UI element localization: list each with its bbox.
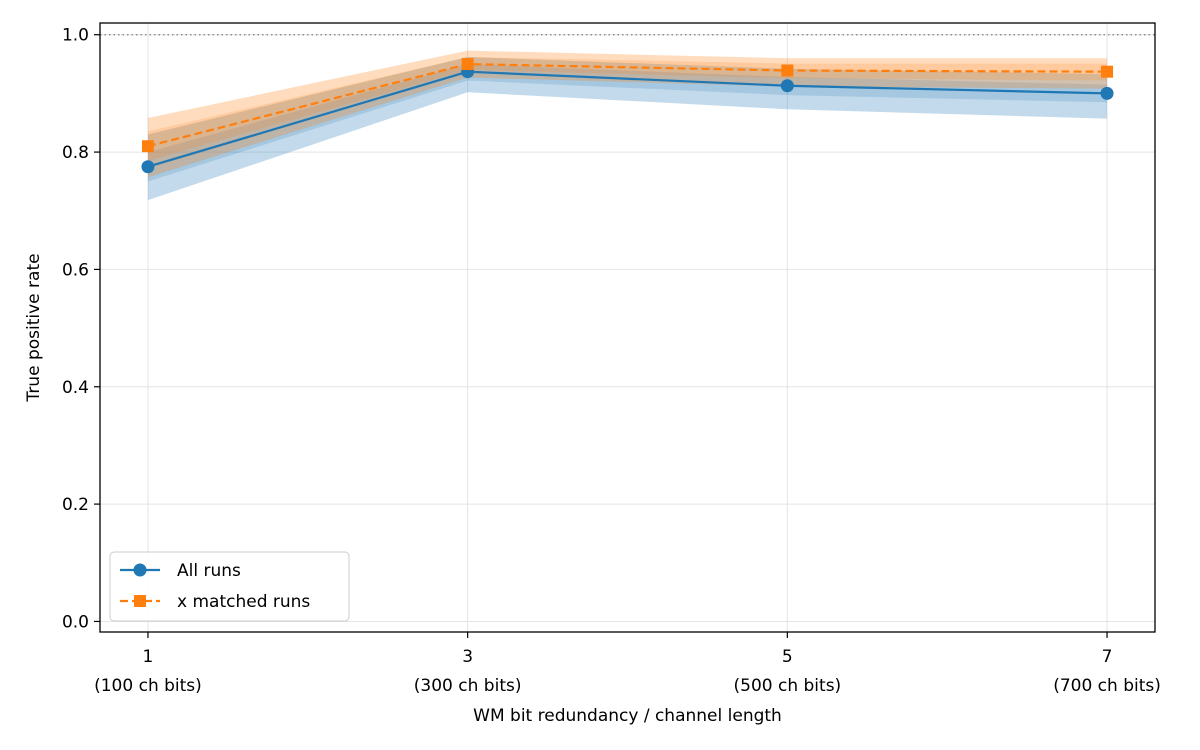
legend: All runs x matched runs (109, 551, 350, 622)
legend-label-all-runs: All runs (177, 561, 241, 581)
tick-layer: 0.0 0.2 0.4 0.6 0.8 1.0 1 (100 ch bits) 3 (300 ch… (62, 26, 1161, 696)
point-all-runs (1100, 86, 1114, 100)
x-tick-sublabel: (300 ch bits) (414, 676, 522, 696)
y-tick-label: 0.0 (62, 612, 89, 632)
x-tick-label: 1 (143, 647, 154, 667)
x-tick-label: 7 (1102, 647, 1113, 667)
point-x-matched-runs (1101, 65, 1114, 78)
band-inner-x-matched-runs (147, 57, 1108, 161)
legend-marker-all-runs (133, 563, 147, 577)
point-x-matched-runs (461, 58, 474, 71)
y-tick-label: 0.4 (62, 378, 89, 398)
series-line-x-matched-runs (147, 62, 1108, 148)
series-line-layer (147, 62, 1108, 168)
y-tick-label: 1.0 (62, 26, 89, 46)
marker-layer (141, 58, 1114, 174)
y-tick-label: 0.6 (62, 260, 89, 280)
point-x-matched-runs (781, 64, 794, 77)
point-all-runs (780, 79, 794, 93)
band-inner-all-runs (147, 64, 1108, 182)
band-layer (147, 50, 1108, 201)
point-x-matched-runs (141, 140, 154, 153)
point-all-runs (141, 160, 155, 174)
legend-box (109, 551, 350, 622)
x-axis-label: WM bit redundancy / channel length (473, 706, 782, 726)
x-tick-label: 5 (782, 647, 793, 667)
y-tick-label: 0.8 (62, 143, 89, 163)
x-tick-label: 3 (462, 647, 473, 667)
y-axis-label: True positive rate (24, 253, 44, 402)
plot-frame (99, 22, 1156, 633)
x-tick-sublabel: (500 ch bits) (734, 676, 842, 696)
band-outer-all-runs (147, 57, 1108, 201)
x-tick-sublabel: (100 ch bits) (94, 676, 202, 696)
series-line-all-runs (147, 70, 1108, 168)
band-outer-x-matched-runs (147, 50, 1108, 178)
legend-label-x-matched-runs: x matched runs (177, 592, 310, 612)
y-tick-label: 0.2 (62, 495, 89, 515)
legend-marker-x-matched-runs (134, 595, 146, 607)
x-tick-sublabel: (700 ch bits) (1053, 676, 1161, 696)
